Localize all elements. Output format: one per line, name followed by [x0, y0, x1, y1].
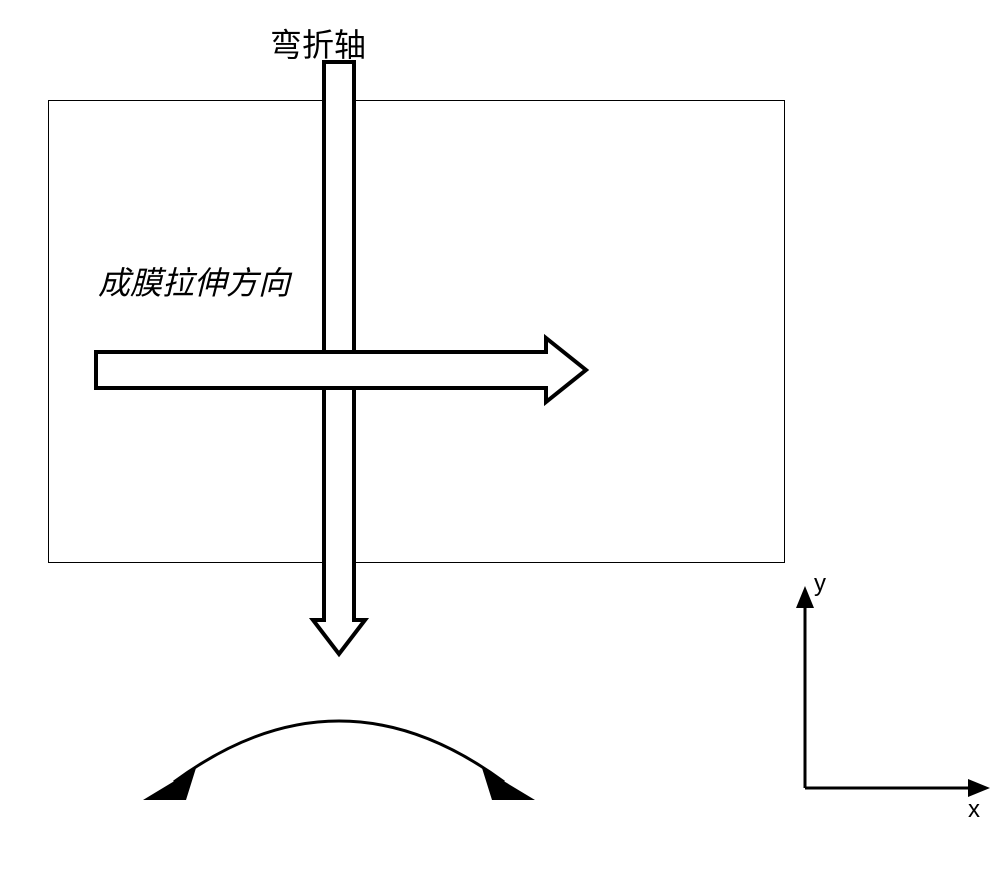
- y-axis-label: y: [814, 570, 826, 598]
- coordinate-axes: [0, 0, 1000, 881]
- x-axis-label: x: [968, 796, 980, 824]
